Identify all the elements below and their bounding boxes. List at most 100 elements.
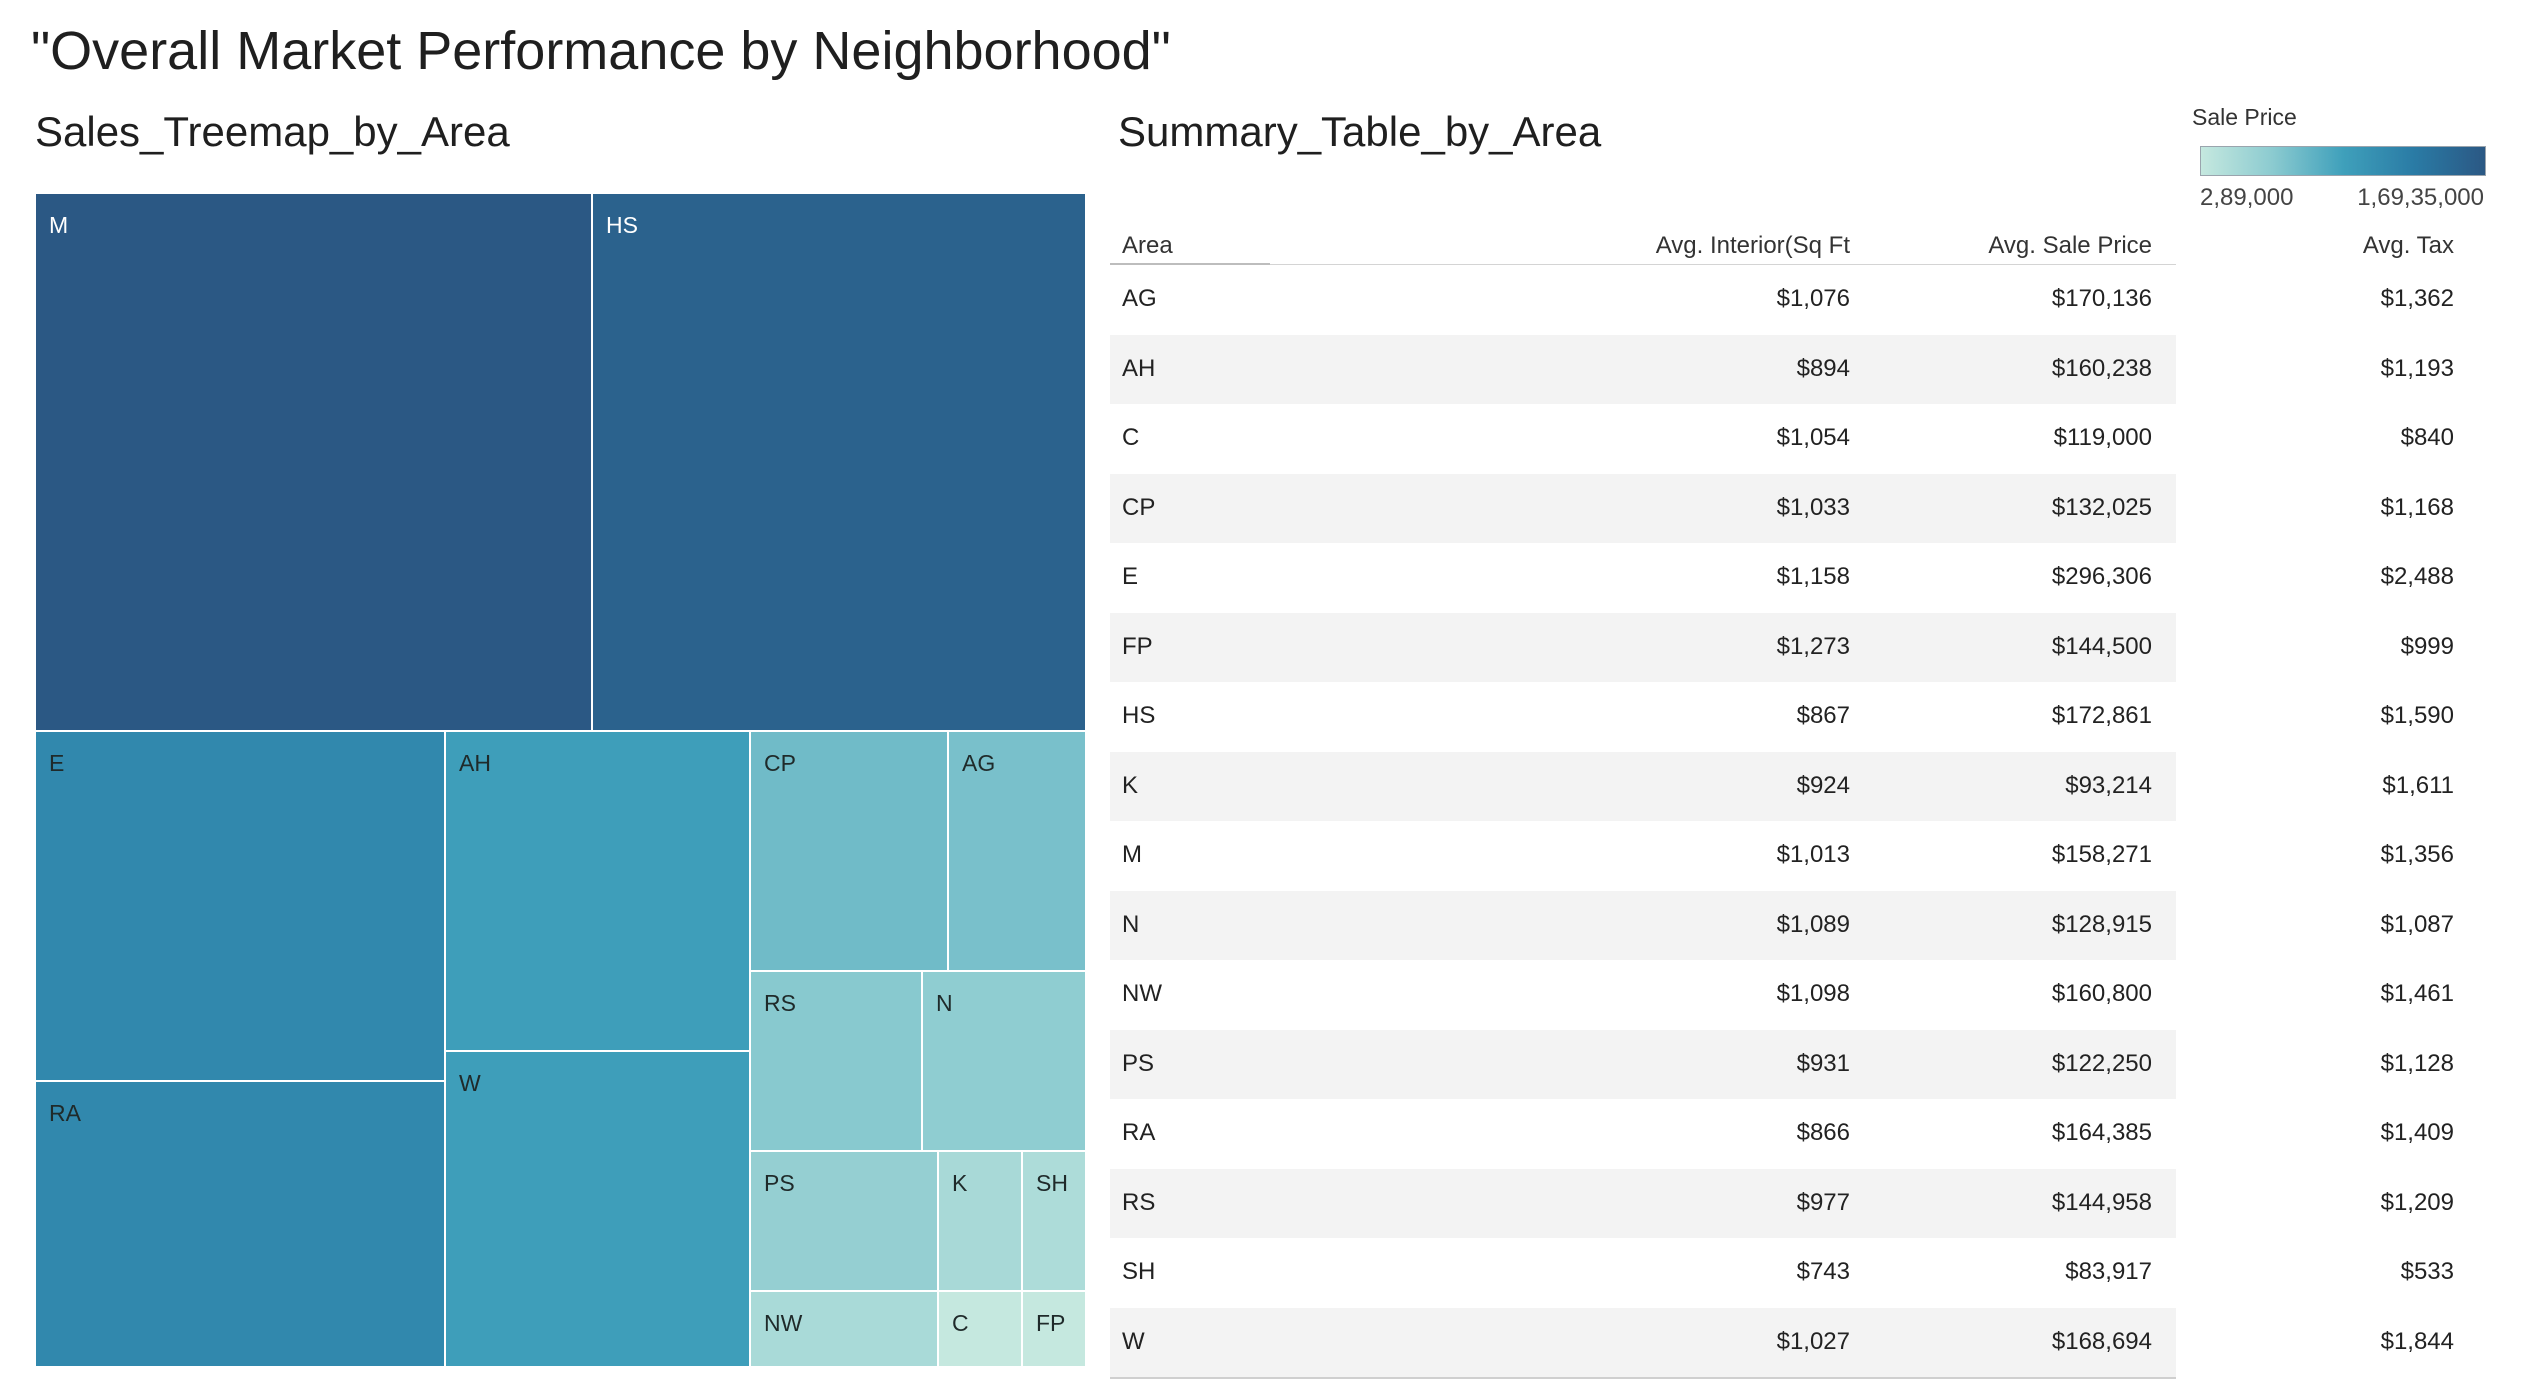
legend-color-ramp — [2200, 146, 2486, 176]
treemap-rect[interactable] — [591, 193, 1086, 732]
cell-avg-sale-price: $170,136 — [2051, 285, 2152, 312]
cell-avg-tax: $1,362 — [2380, 285, 2454, 312]
treemap-tile-w[interactable]: W — [444, 1050, 751, 1367]
cell-avg-sale-price: $168,694 — [2051, 1327, 2152, 1355]
table-row[interactable]: NW $1,098 $160,800 $1,461 — [1110, 960, 2454, 1030]
cell-avg-tax: $1,209 — [2380, 1188, 2454, 1216]
treemap-tile-hs[interactable]: HS — [591, 193, 1086, 732]
treemap-rect[interactable] — [947, 730, 1086, 972]
treemap-label: RS — [764, 990, 796, 1016]
treemap-tile-sh[interactable]: SH — [1021, 1150, 1086, 1292]
cell-area: W — [1122, 1327, 1145, 1355]
treemap-tile-e[interactable]: E — [35, 730, 446, 1082]
cell-avg-tax: $1,356 — [2380, 841, 2454, 868]
treemap-rect[interactable] — [444, 730, 751, 1052]
table-row[interactable]: RS $977 $144,958 $1,209 — [1110, 1168, 2454, 1238]
treemap-label: AH — [459, 750, 491, 776]
cell-avg-sale-price: $164,385 — [2051, 1119, 2152, 1146]
cell-area: HS — [1122, 702, 1156, 729]
treemap-rect[interactable] — [749, 1290, 939, 1367]
cell-avg-sale-price: $128,915 — [2051, 910, 2152, 938]
header-avg-tax[interactable]: Avg. Tax — [2362, 232, 2454, 259]
treemap-label: E — [49, 750, 64, 776]
treemap-rect[interactable] — [937, 1150, 1023, 1292]
table-row[interactable]: C $1,054 $119,000 $840 — [1110, 404, 2454, 474]
cell-avg-interior: $1,273 — [1776, 632, 1850, 660]
treemap-tile-c[interactable]: C — [937, 1290, 1023, 1367]
treemap-tile-n[interactable]: N — [921, 970, 1086, 1152]
header-avg-interior[interactable]: Avg. Interior(Sq Ft — [1655, 232, 1850, 259]
cell-area: RS — [1122, 1188, 1156, 1216]
table-body: AG $1,076 $170,136 $1,362 AH $894 $160,238 $1,1… — [1110, 265, 2454, 1377]
table-row[interactable]: N $1,089 $128,915 $1,087 — [1110, 890, 2454, 960]
table-row[interactable]: E $1,158 $296,306 $2,488 — [1110, 543, 2454, 613]
treemap-label: HS — [606, 212, 638, 238]
cell-avg-sale-price: $172,861 — [2051, 702, 2152, 729]
cell-avg-sale-price: $93,214 — [2065, 771, 2152, 799]
cell-avg-interior: $1,013 — [1776, 841, 1850, 868]
cell-area: N — [1122, 910, 1140, 938]
treemap-tile-nw[interactable]: NW — [749, 1290, 939, 1367]
treemap-rect[interactable] — [35, 730, 446, 1082]
cell-avg-interior: $1,076 — [1776, 285, 1850, 312]
treemap-rect[interactable] — [937, 1290, 1023, 1367]
table-row[interactable]: AH $894 $160,238 $1,193 — [1110, 334, 2454, 404]
legend-title: Sale Price — [2192, 104, 2297, 130]
treemap-tile-m[interactable]: M — [35, 193, 593, 732]
cell-area: AG — [1122, 285, 1157, 312]
treemap-rect[interactable] — [35, 1080, 446, 1367]
treemap-rect[interactable] — [749, 730, 949, 972]
cell-area: RA — [1122, 1119, 1156, 1146]
cell-avg-tax: $1,590 — [2380, 702, 2454, 729]
cell-avg-tax: $1,461 — [2380, 980, 2454, 1007]
treemap-title: Sales_Treemap_by_Area — [35, 108, 510, 155]
header-area[interactable]: Area — [1122, 232, 1173, 259]
table-row[interactable]: SH $743 $83,917 $533 — [1110, 1238, 2454, 1308]
treemap-label: AG — [962, 750, 995, 776]
cell-avg-sale-price: $83,917 — [2065, 1258, 2152, 1285]
treemap-label: PS — [764, 1170, 795, 1196]
cell-avg-interior: $1,089 — [1776, 910, 1850, 938]
treemap-label: C — [952, 1310, 969, 1336]
cell-avg-interior: $931 — [1796, 1049, 1850, 1077]
treemap-tile-ag[interactable]: AG — [947, 730, 1086, 972]
cell-area: FP — [1122, 632, 1153, 660]
cell-avg-sale-price: $160,238 — [2051, 354, 2152, 382]
cell-avg-interior: $924 — [1796, 771, 1850, 799]
table-row[interactable]: M $1,013 $158,271 $1,356 — [1110, 821, 2454, 891]
cell-avg-tax: $1,193 — [2380, 354, 2454, 382]
treemap-tile-cp[interactable]: CP — [749, 730, 949, 972]
header-avg-sale-price[interactable]: Avg. Sale Price — [1988, 232, 2152, 259]
treemap-tile-ra[interactable]: RA — [35, 1080, 446, 1367]
treemap-tile-rs[interactable]: RS — [749, 970, 923, 1152]
treemap-tile-k[interactable]: K — [937, 1150, 1023, 1292]
treemap-tile-ah[interactable]: AH — [444, 730, 751, 1052]
cell-avg-sale-price: $158,271 — [2051, 841, 2152, 868]
table-row[interactable]: FP $1,273 $144,500 $999 — [1110, 612, 2454, 682]
table-header-row: Area Avg. Interior(Sq Ft Avg. Sale Price… — [1110, 226, 2454, 265]
treemap-label: N — [936, 990, 953, 1016]
cell-avg-tax: $1,844 — [2380, 1327, 2454, 1355]
treemap-rect[interactable] — [444, 1050, 751, 1367]
treemap-tile-ps[interactable]: PS — [749, 1150, 939, 1292]
treemap-rect[interactable] — [35, 193, 593, 732]
table-row[interactable]: PS $931 $122,250 $1,128 — [1110, 1029, 2454, 1099]
cell-avg-sale-price: $296,306 — [2051, 563, 2152, 590]
sale-price-legend: Sale Price 2,89,000 1,69,35,000 — [2190, 104, 2490, 224]
treemap-rect[interactable] — [921, 970, 1086, 1152]
treemap-rect[interactable] — [1021, 1290, 1086, 1367]
cell-area: CP — [1122, 493, 1156, 521]
table-row[interactable]: HS $867 $172,861 $1,590 — [1110, 682, 2454, 752]
summary-table: Area Avg. Interior(Sq Ft Avg. Sale Price… — [1110, 226, 2454, 1379]
cell-area: M — [1122, 841, 1142, 868]
table-row[interactable]: RA $866 $164,385 $1,409 — [1110, 1099, 2454, 1169]
table-row[interactable]: W $1,027 $168,694 $1,844 — [1110, 1307, 2454, 1377]
cell-avg-tax: $999 — [2400, 632, 2454, 660]
sales-treemap: M HS E RA AH W CP AG RS N PS K SH NW C FP — [35, 193, 1086, 1367]
treemap-tile-fp[interactable]: FP — [1021, 1290, 1086, 1367]
treemap-label: SH — [1036, 1170, 1068, 1196]
table-row[interactable]: K $924 $93,214 $1,611 — [1110, 751, 2454, 821]
table-row[interactable]: CP $1,033 $132,025 $1,168 — [1110, 473, 2454, 543]
cell-avg-tax: $1,168 — [2380, 493, 2454, 521]
table-row[interactable]: AG $1,076 $170,136 $1,362 — [1110, 265, 2454, 335]
